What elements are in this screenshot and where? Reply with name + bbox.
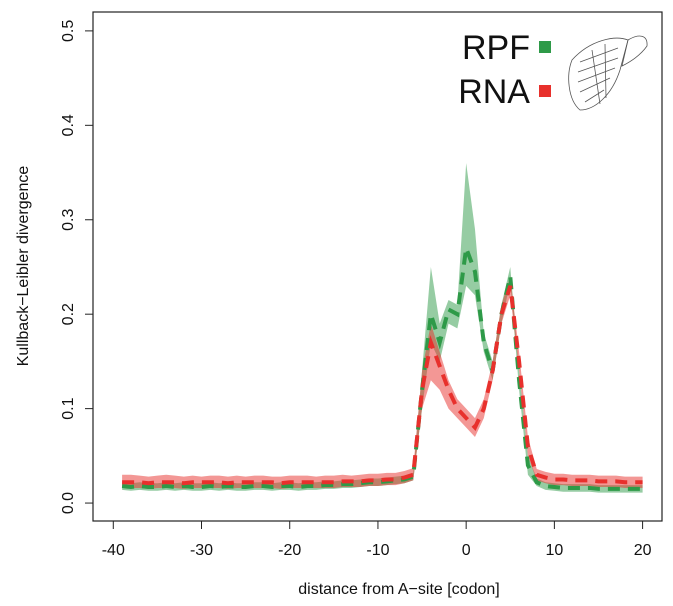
x-tick-label: -20 bbox=[278, 542, 301, 559]
legend-swatch bbox=[539, 41, 551, 53]
x-tick-label: -30 bbox=[190, 542, 213, 559]
confidence-band bbox=[122, 163, 643, 493]
y-tick-label: 0.2 bbox=[60, 303, 77, 325]
mean-line bbox=[122, 285, 643, 486]
x-tick-label: -10 bbox=[366, 542, 389, 559]
legend-label: RPF bbox=[462, 29, 530, 67]
mean-line bbox=[121, 247, 643, 491]
y-tick-label: 0.3 bbox=[60, 209, 77, 231]
legend-label: RNA bbox=[458, 73, 530, 111]
x-axis-label: distance from A−site [codon] bbox=[298, 581, 499, 598]
y-axis-label: Kullback−Leibler divergence bbox=[15, 166, 32, 367]
plot-frame bbox=[92, 11, 663, 522]
x-tick-label: 0 bbox=[462, 542, 471, 559]
x-tick-label: -40 bbox=[102, 542, 125, 559]
y-tick-label: 0.4 bbox=[60, 114, 77, 136]
confidence-band bbox=[122, 276, 643, 489]
x-tick-label: 20 bbox=[634, 542, 652, 559]
y-tick-label: 0.5 bbox=[60, 20, 77, 42]
x-tick-label: 10 bbox=[545, 542, 563, 559]
y-tick-label: 0.1 bbox=[60, 397, 77, 419]
organ-icon bbox=[568, 35, 648, 111]
y-tick-label: 0.0 bbox=[60, 492, 77, 514]
legend-swatch bbox=[539, 85, 551, 97]
